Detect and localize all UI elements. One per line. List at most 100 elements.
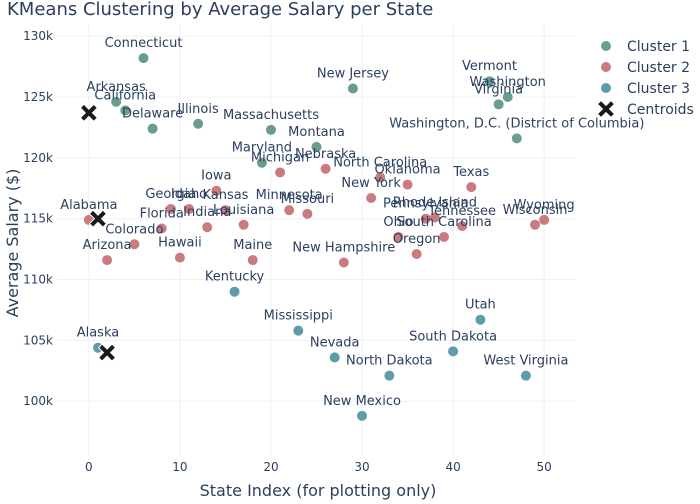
- point-label: Maryland: [232, 141, 292, 156]
- data-point[interactable]: [393, 231, 404, 242]
- point-label: Connecticut: [105, 36, 183, 51]
- point-label: Washington, D.C. (District of Columbia): [389, 116, 644, 131]
- data-point[interactable]: [156, 223, 167, 234]
- data-point[interactable]: [147, 123, 158, 134]
- x-tick-label: 20: [263, 460, 278, 474]
- data-point[interactable]: [247, 255, 258, 266]
- legend-label: Centroids: [627, 102, 694, 118]
- point-label: Rhode Island: [393, 195, 477, 210]
- data-point[interactable]: [448, 346, 459, 357]
- data-point[interactable]: [329, 352, 340, 363]
- data-point[interactable]: [502, 92, 513, 103]
- point-label: Illinois: [178, 102, 219, 117]
- x-tick-label: 0: [85, 460, 93, 474]
- legend-item[interactable]: Centroids: [596, 99, 694, 119]
- point-label: Tennessee: [427, 204, 496, 219]
- legend-label: Cluster 1: [627, 39, 690, 55]
- point-label: Montana: [288, 125, 345, 140]
- data-point[interactable]: [311, 141, 322, 152]
- x-axis-label: State Index (for plotting only): [200, 481, 437, 500]
- x-tick-label: 30: [354, 460, 369, 474]
- data-point[interactable]: [530, 219, 541, 230]
- point-label: Missouri: [281, 192, 335, 207]
- y-tick-label: 105k: [23, 333, 53, 347]
- data-point[interactable]: [129, 239, 140, 250]
- point-label: Kentucky: [205, 270, 265, 285]
- data-point[interactable]: [229, 286, 240, 297]
- y-tick-label: 120k: [23, 151, 53, 165]
- point-label: Virginia: [474, 82, 523, 97]
- point-label: Nevada: [310, 335, 360, 350]
- data-point[interactable]: [338, 257, 349, 268]
- legend-item[interactable]: Cluster 2: [601, 60, 690, 76]
- data-point[interactable]: [411, 248, 422, 259]
- data-point[interactable]: [275, 167, 286, 178]
- data-point[interactable]: [256, 157, 267, 168]
- point-label: Oklahoma: [374, 163, 440, 178]
- point-label: Maine: [233, 238, 272, 253]
- data-point[interactable]: [347, 83, 358, 94]
- legend-marker: [601, 62, 611, 72]
- data-point[interactable]: [320, 163, 331, 174]
- point-label: Kansas: [202, 188, 248, 203]
- data-point[interactable]: [438, 231, 449, 242]
- data-point[interactable]: [384, 370, 395, 381]
- data-point[interactable]: [475, 314, 486, 325]
- point-label: Mississippi: [264, 309, 333, 324]
- y-tick-label: 125k: [23, 90, 53, 104]
- data-point[interactable]: [165, 203, 176, 214]
- data-point[interactable]: [357, 410, 368, 421]
- data-point[interactable]: [174, 252, 185, 263]
- point-label: Pennsylvania: [383, 197, 468, 212]
- data-point[interactable]: [520, 370, 531, 381]
- point-label: Louisiana: [213, 203, 274, 218]
- data-point[interactable]: [457, 221, 468, 232]
- point-label: Colorado: [105, 222, 163, 237]
- legend-item[interactable]: Cluster 3: [601, 81, 690, 97]
- data-point[interactable]: [184, 203, 195, 214]
- data-point[interactable]: [539, 214, 550, 225]
- centroid-marker[interactable]: [97, 343, 117, 362]
- data-point[interactable]: [466, 182, 477, 193]
- legend[interactable]: Cluster 1 Cluster 2 Cluster 3 Centroids: [596, 39, 694, 119]
- data-point[interactable]: [193, 118, 204, 129]
- data-point[interactable]: [366, 193, 377, 204]
- y-tick-label: 115k: [23, 212, 53, 226]
- legend-marker: [601, 83, 611, 93]
- data-point[interactable]: [102, 255, 113, 266]
- data-point[interactable]: [284, 205, 295, 216]
- centroid-marker[interactable]: [79, 103, 99, 123]
- data-point[interactable]: [111, 96, 122, 107]
- data-point[interactable]: [220, 205, 231, 216]
- point-label: New Mexico: [323, 394, 401, 409]
- data-point[interactable]: [202, 222, 213, 233]
- data-point[interactable]: [402, 179, 413, 190]
- data-point[interactable]: [484, 76, 495, 87]
- point-label: New Jersey: [317, 66, 389, 81]
- centroid-marker[interactable]: [88, 209, 108, 228]
- legend-item[interactable]: Cluster 1: [601, 39, 690, 55]
- data-point[interactable]: [265, 124, 276, 135]
- data-point[interactable]: [293, 325, 304, 336]
- point-label: North Dakota: [346, 354, 433, 369]
- point-label: North Carolina: [333, 155, 427, 170]
- data-point[interactable]: [120, 105, 131, 116]
- data-point[interactable]: [493, 99, 504, 110]
- data-point[interactable]: [375, 172, 386, 183]
- data-point[interactable]: [420, 213, 431, 224]
- point-label: South Dakota: [409, 329, 497, 344]
- point-label: Alaska: [77, 326, 120, 341]
- point-label: New Hampshire: [292, 241, 395, 256]
- data-point[interactable]: [511, 133, 522, 144]
- data-point[interactable]: [211, 185, 222, 196]
- data-point[interactable]: [238, 219, 249, 230]
- data-point[interactable]: [429, 212, 440, 223]
- point-label: Arizona: [83, 238, 132, 253]
- y-axis-label: Average Salary ($): [3, 169, 22, 318]
- x-tick-label: 50: [536, 460, 551, 474]
- data-point[interactable]: [302, 208, 313, 219]
- point-label: Iowa: [201, 169, 231, 184]
- data-point[interactable]: [138, 53, 149, 64]
